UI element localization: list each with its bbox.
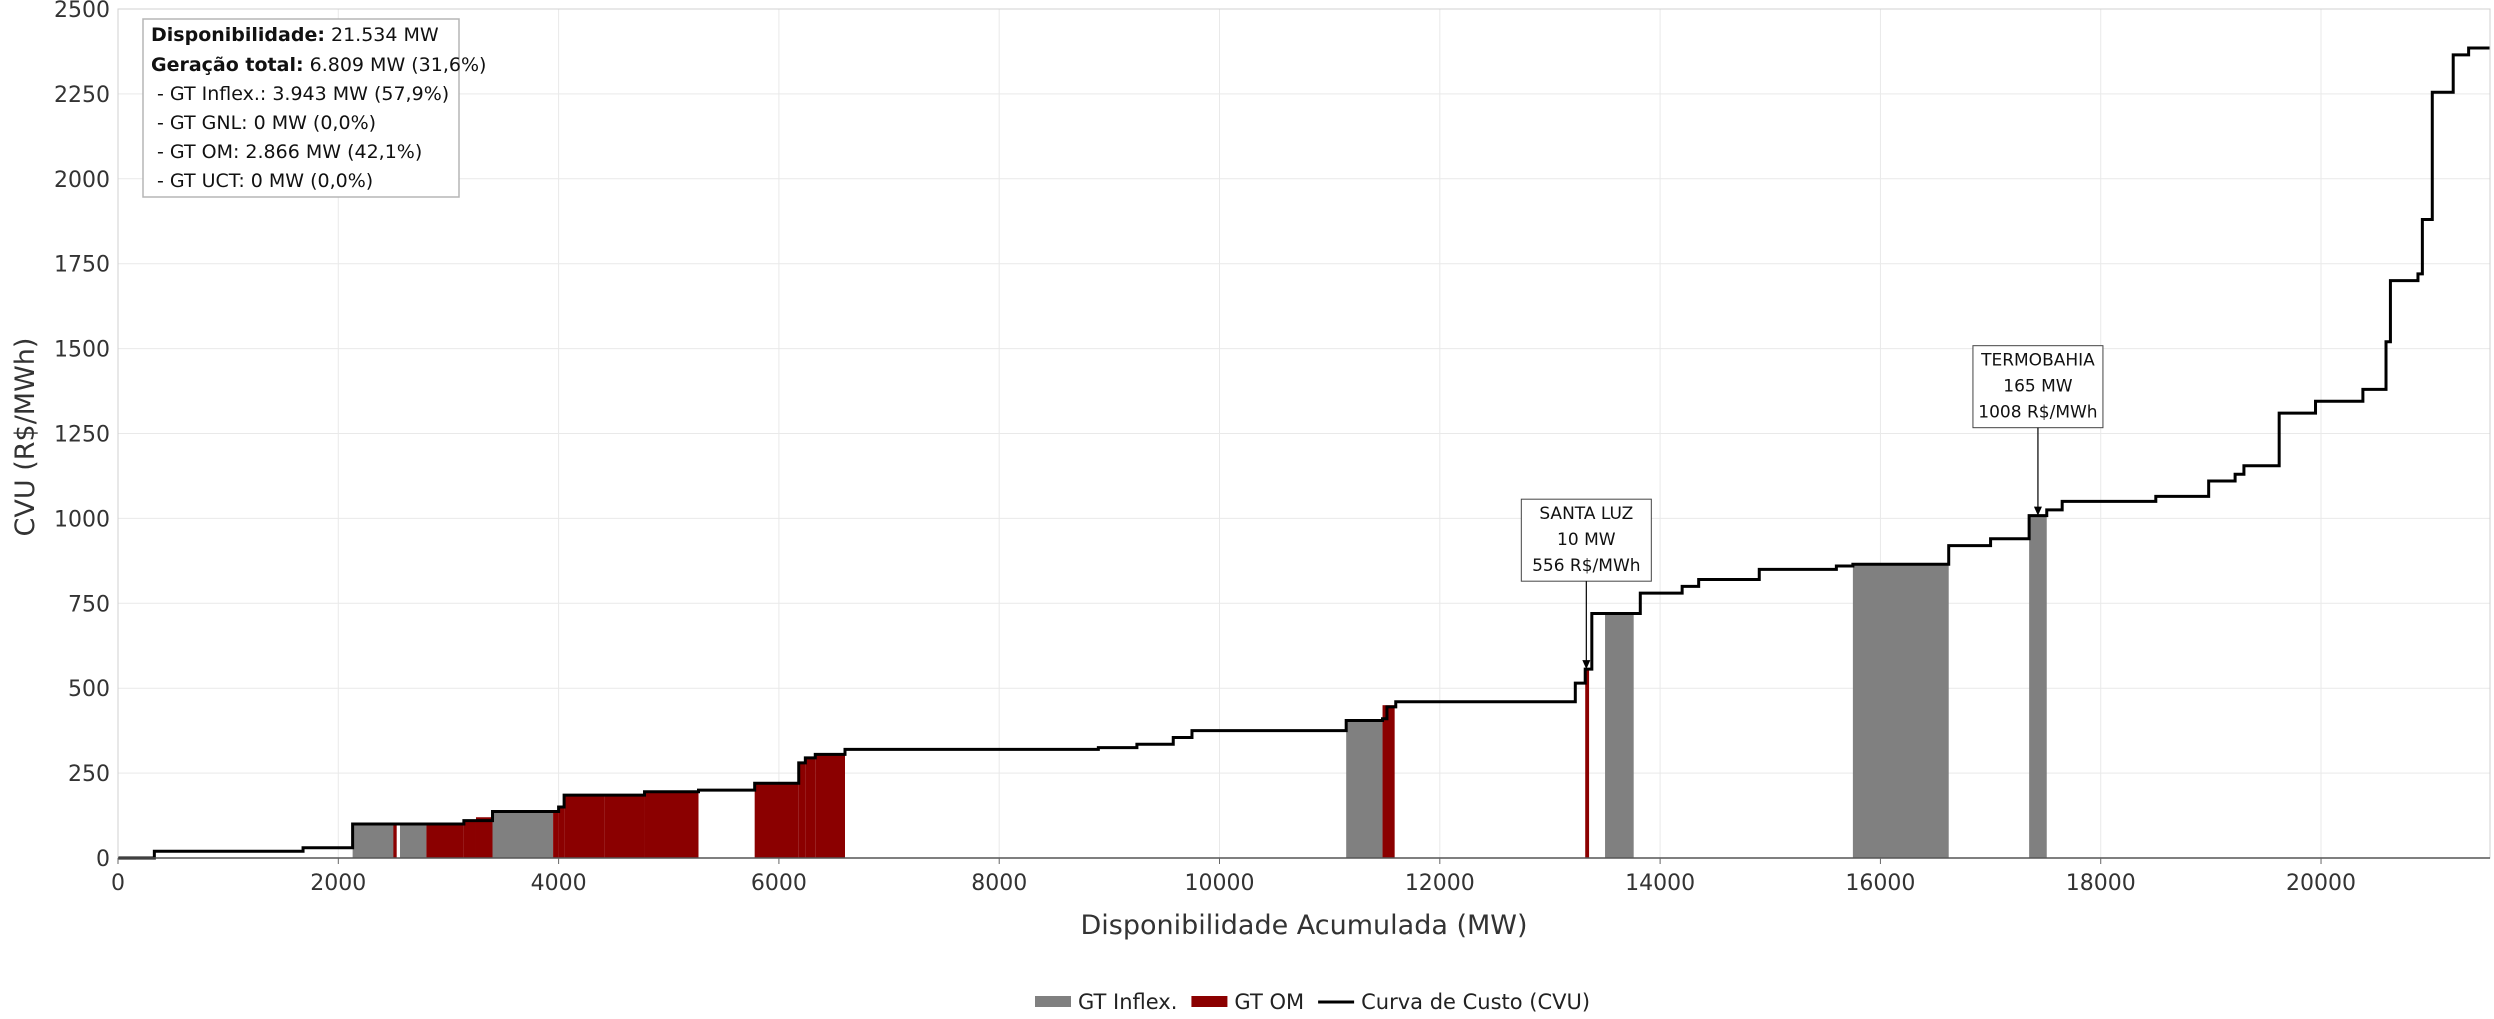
y-tick-label: 750 [68, 592, 110, 617]
info-disponibilidade-label: Disponibilidade: [151, 24, 325, 46]
info-geracao-total: Geração total: 6.809 MW (31,6%) [151, 54, 486, 76]
annotation-text: 165 MW [2003, 377, 2073, 397]
annotation: TERMOBAHIA 165 MW 1008 R$/MWh [1972, 345, 2104, 516]
legend-item: GT OM [1191, 990, 1304, 1014]
y-tick-label: 1500 [54, 338, 110, 363]
gt-om-bar [393, 824, 397, 858]
gt-om-bar [1382, 705, 1395, 858]
y-tick-label: 2250 [54, 83, 110, 108]
legend-item: Curva de Custo (CVU) [1318, 990, 1590, 1014]
gt-om-bar [754, 783, 799, 858]
x-tick-label: 16000 [1845, 871, 1915, 896]
generation-bars [352, 515, 2047, 858]
info-gt-gnl: - GT GNL: 0 MW (0,0%) [151, 112, 376, 134]
gt-om-bar [798, 762, 806, 858]
gt-inflex-bar [399, 824, 427, 858]
annotation: SANTA LUZ 10 MW 556 R$/MWh [1520, 498, 1652, 670]
x-tick-label: 14000 [1625, 871, 1695, 896]
y-tick-label: 2500 [54, 0, 110, 23]
annotation-arrow-head [2033, 506, 2042, 516]
legend-label: Curva de Custo (CVU) [1361, 990, 1590, 1014]
chart-legend: GT Inflex. GT OM Curva de Custo (CVU) [1035, 990, 1590, 1014]
y-axis-title: CVU (R$/MWh) [10, 338, 41, 537]
x-tick-label: 8000 [971, 871, 1027, 896]
gt-inflex-bar [352, 824, 396, 858]
gt-inflex-bar [1605, 613, 1634, 858]
annotation-text: 1008 R$/MWh [1978, 403, 2097, 423]
legend-swatch [1191, 996, 1228, 1007]
plant-annotations: SANTA LUZ 10 MW 556 R$/MWh TERMOBAHIA 165 MW… [1520, 345, 2104, 670]
gt-inflex-bar [1852, 564, 1949, 858]
info-box-frame [142, 18, 460, 198]
gt-om-bar [426, 824, 464, 858]
gt-om-bar [558, 807, 565, 858]
gt-om-bar [564, 795, 605, 858]
x-tick-label: 0 [111, 871, 125, 896]
axes [117, 8, 2491, 859]
x-tick-label: 12000 [1405, 871, 1475, 896]
gt-om-bar [1585, 669, 1590, 858]
x-tick-label: 6000 [751, 871, 807, 896]
gt-om-bar [815, 754, 845, 858]
legend-label: GT OM [1234, 990, 1304, 1014]
legend-item: GT Inflex. [1035, 990, 1177, 1014]
gt-inflex-bar [1346, 720, 1383, 858]
y-tick-label: 1000 [54, 507, 110, 532]
x-tick-label: 10000 [1185, 871, 1255, 896]
y-tick-label: 250 [68, 762, 110, 787]
gt-inflex-bar [2029, 515, 2047, 858]
y-tick-label: 1750 [54, 253, 110, 278]
annotation-box [1520, 498, 1652, 582]
legend-label: GT Inflex. [1078, 990, 1177, 1014]
gt-om-bar [553, 811, 559, 858]
annotation-text: 10 MW [1557, 530, 1616, 550]
summary-info-box: Disponibilidade: 21.534 MW Geração total… [142, 18, 486, 198]
x-axis-title: Disponibilidade Acumulada (MW) [1080, 910, 1527, 941]
annotation-text: 556 R$/MWh [1532, 556, 1640, 576]
info-gt-om: - GT OM: 2.866 MW (42,1%) [151, 141, 422, 163]
info-geracao-label: Geração total: [151, 54, 304, 76]
y-axis-ticks: 0 250 500 750 1000 1250 1500 1750 2000 2250 2500 [54, 0, 110, 872]
info-disponibilidade: Disponibilidade: 21.534 MW [151, 24, 439, 46]
info-disponibilidade-value: 21.534 MW [325, 24, 439, 46]
info-geracao-value: 6.809 MW (31,6%) [304, 54, 487, 76]
gt-om-bar [604, 795, 645, 858]
cvu-step-line [118, 46, 2490, 860]
annotation-box [1972, 345, 2104, 429]
x-tick-label: 2000 [310, 871, 366, 896]
annotation-text: TERMOBAHIA [1980, 351, 2095, 371]
gt-om-bar [463, 820, 476, 858]
gt-om-bar [644, 791, 699, 858]
annotation-text: SANTA LUZ [1539, 504, 1633, 524]
gt-inflex-bar [492, 811, 554, 858]
x-axis-ticks: 0 2000 4000 6000 8000 10000 12000 14000 16000 180… [111, 858, 2356, 896]
gt-om-bar [475, 817, 493, 858]
grid-lines [118, 8, 2490, 858]
annotation-arrow-head [1582, 660, 1591, 670]
x-tick-label: 18000 [2066, 871, 2136, 896]
y-tick-label: 0 [96, 847, 110, 872]
info-gt-inflex: - GT Inflex.: 3.943 MW (57,9%) [151, 83, 449, 105]
info-gt-uct: - GT UCT: 0 MW (0,0%) [151, 170, 373, 192]
x-tick-label: 4000 [531, 871, 587, 896]
x-tick-label: 20000 [2286, 871, 2356, 896]
legend-swatch [1035, 996, 1071, 1007]
gt-om-bar [805, 757, 816, 858]
cost-curve [118, 46, 2490, 860]
y-tick-label: 2000 [54, 168, 110, 193]
y-tick-label: 500 [68, 677, 110, 702]
y-tick-label: 1250 [54, 423, 110, 448]
